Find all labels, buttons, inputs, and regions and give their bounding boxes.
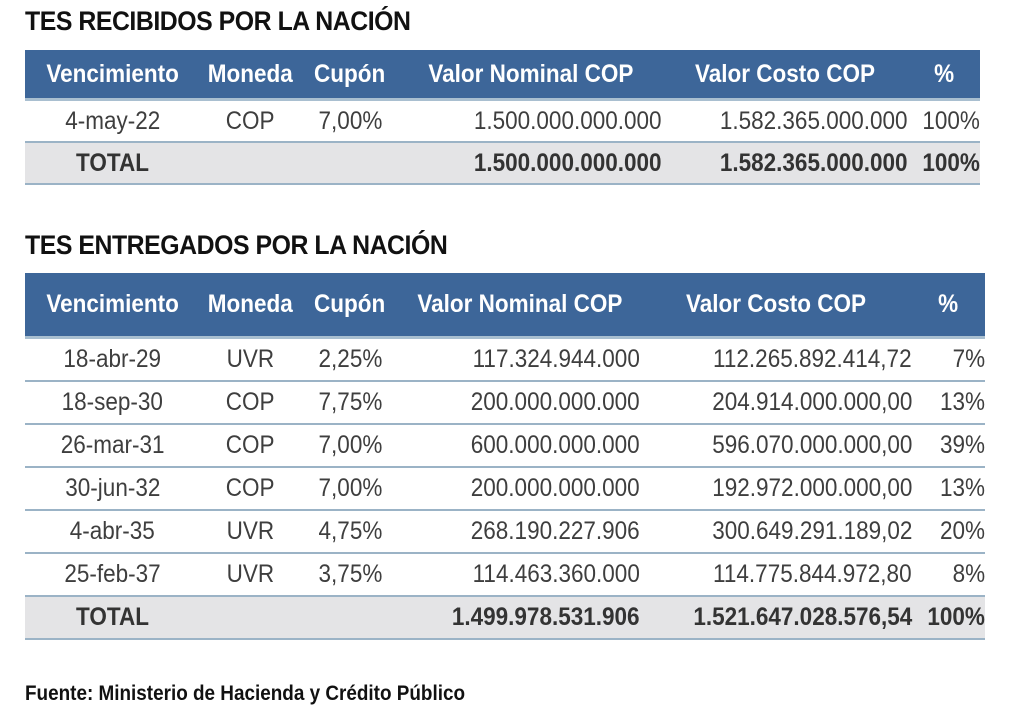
cell-moneda: COP — [200, 99, 300, 143]
cell-valor-nominal: 200.000.000.000 — [400, 381, 640, 425]
delivered-table: Vencimiento Moneda Cupón Valor Nominal C… — [25, 273, 985, 640]
cell-moneda: UVR — [200, 553, 300, 597]
cell-percent: 39% — [912, 424, 985, 468]
total-row: TOTAL 1.499.978.531.906 1.521.647.028.576,… — [25, 596, 985, 640]
cell-percent: 100% — [908, 99, 980, 143]
cell-percent: 13% — [912, 467, 985, 511]
cell-valor-costo: 1.582.365.000.000 — [662, 99, 908, 143]
header-moneda: Moneda — [200, 50, 300, 101]
total-label: TOTAL — [25, 596, 200, 640]
table-row: 25-feb-37 UVR 3,75% 114.463.360.000 114.775.… — [25, 553, 985, 597]
header-valor-costo: Valor Costo COP — [662, 50, 908, 101]
header-cupon: Cupón — [300, 50, 400, 101]
cell-percent: 20% — [912, 510, 985, 554]
cell-moneda: UVR — [200, 510, 300, 554]
cell-vencimiento: 26-mar-31 — [25, 424, 200, 468]
delivered-title: TES ENTREGADOS POR LA NACIÓN — [25, 230, 448, 260]
header-valor-costo: Valor Costo COP — [640, 273, 912, 339]
header-row: Vencimiento Moneda Cupón Valor Nominal C… — [25, 273, 985, 339]
cell-cupon: 3,75% — [300, 553, 400, 597]
cell-vencimiento: 4-abr-35 — [25, 510, 200, 554]
cell-valor-nominal: 268.190.227.906 — [400, 510, 640, 554]
cell-percent: 13% — [912, 381, 985, 425]
cell-vencimiento: 4-may-22 — [25, 99, 200, 143]
header-moneda: Moneda — [200, 273, 300, 339]
cell-valor-nominal: 117.324.944.000 — [400, 337, 640, 382]
cell-valor-nominal: 600.000.000.000 — [400, 424, 640, 468]
cell-vencimiento: 25-feb-37 — [25, 553, 200, 597]
cell-vencimiento: 18-abr-29 — [25, 337, 200, 382]
cell-moneda: COP — [200, 381, 300, 425]
total-empty — [300, 596, 400, 640]
table-row: 26-mar-31 COP 7,00% 600.000.000.000 596.070.… — [25, 424, 985, 468]
header-valor-nominal: Valor Nominal COP — [400, 50, 662, 101]
cell-vencimiento: 18-sep-30 — [25, 381, 200, 425]
cell-valor-costo: 300.649.291.189,02 — [640, 510, 912, 554]
table-row: 4-abr-35 UVR 4,75% 268.190.227.906 300.649.2… — [25, 510, 985, 554]
cell-cupon: 7,00% — [300, 424, 400, 468]
table-row: 30-jun-32 COP 7,00% 200.000.000.000 192.972.… — [25, 467, 985, 511]
total-percent: 100% — [908, 142, 980, 185]
header-valor-nominal: Valor Nominal COP — [400, 273, 640, 339]
total-label: TOTAL — [25, 142, 200, 185]
cell-cupon: 7,00% — [300, 99, 400, 143]
cell-cupon: 7,00% — [300, 467, 400, 511]
cell-moneda: COP — [200, 424, 300, 468]
header-cupon: Cupón — [300, 273, 400, 339]
cell-valor-costo: 112.265.892.414,72 — [640, 337, 912, 382]
total-empty — [200, 596, 300, 640]
cell-cupon: 4,75% — [300, 510, 400, 554]
cell-valor-nominal: 200.000.000.000 — [400, 467, 640, 511]
total-valor-nominal: 1.500.000.000.000 — [400, 142, 662, 185]
total-empty — [300, 142, 400, 185]
cell-percent: 7% — [912, 337, 985, 382]
source-note: Fuente: Ministerio de Hacienda y Crédito… — [25, 682, 466, 705]
total-row: TOTAL 1.500.000.000.000 1.582.365.000.00… — [25, 142, 980, 185]
header-percent: % — [912, 273, 985, 339]
received-title: TES RECIBIDOS POR LA NACIÓN — [25, 6, 411, 36]
cell-valor-nominal: 114.463.360.000 — [400, 553, 640, 597]
total-valor-nominal: 1.499.978.531.906 — [400, 596, 640, 640]
table-row: 4-may-22 COP 7,00% 1.500.000.000.000 1.5… — [25, 99, 980, 143]
cell-valor-nominal: 1.500.000.000.000 — [400, 99, 662, 143]
cell-cupon: 7,75% — [300, 381, 400, 425]
total-valor-costo: 1.582.365.000.000 — [662, 142, 908, 185]
cell-moneda: UVR — [200, 337, 300, 382]
header-row: Vencimiento Moneda Cupón Valor Nominal C… — [25, 50, 980, 101]
header-vencimiento: Vencimiento — [25, 50, 200, 101]
cell-vencimiento: 30-jun-32 — [25, 467, 200, 511]
cell-percent: 8% — [912, 553, 985, 597]
total-percent: 100% — [912, 596, 985, 640]
cell-valor-costo: 204.914.000.000,00 — [640, 381, 912, 425]
table-row: 18-sep-30 COP 7,75% 200.000.000.000 204.914.… — [25, 381, 985, 425]
total-empty — [200, 142, 300, 185]
total-valor-costo: 1.521.647.028.576,54 — [640, 596, 912, 640]
cell-moneda: COP — [200, 467, 300, 511]
header-vencimiento: Vencimiento — [25, 273, 200, 339]
header-percent: % — [908, 50, 980, 101]
received-table: Vencimiento Moneda Cupón Valor Nominal C… — [25, 50, 980, 185]
cell-valor-costo: 192.972.000.000,00 — [640, 467, 912, 511]
cell-valor-costo: 596.070.000.000,00 — [640, 424, 912, 468]
cell-valor-costo: 114.775.844.972,80 — [640, 553, 912, 597]
table-row: 18-abr-29 UVR 2,25% 117.324.944.000 112.265.… — [25, 337, 985, 382]
cell-cupon: 2,25% — [300, 337, 400, 382]
